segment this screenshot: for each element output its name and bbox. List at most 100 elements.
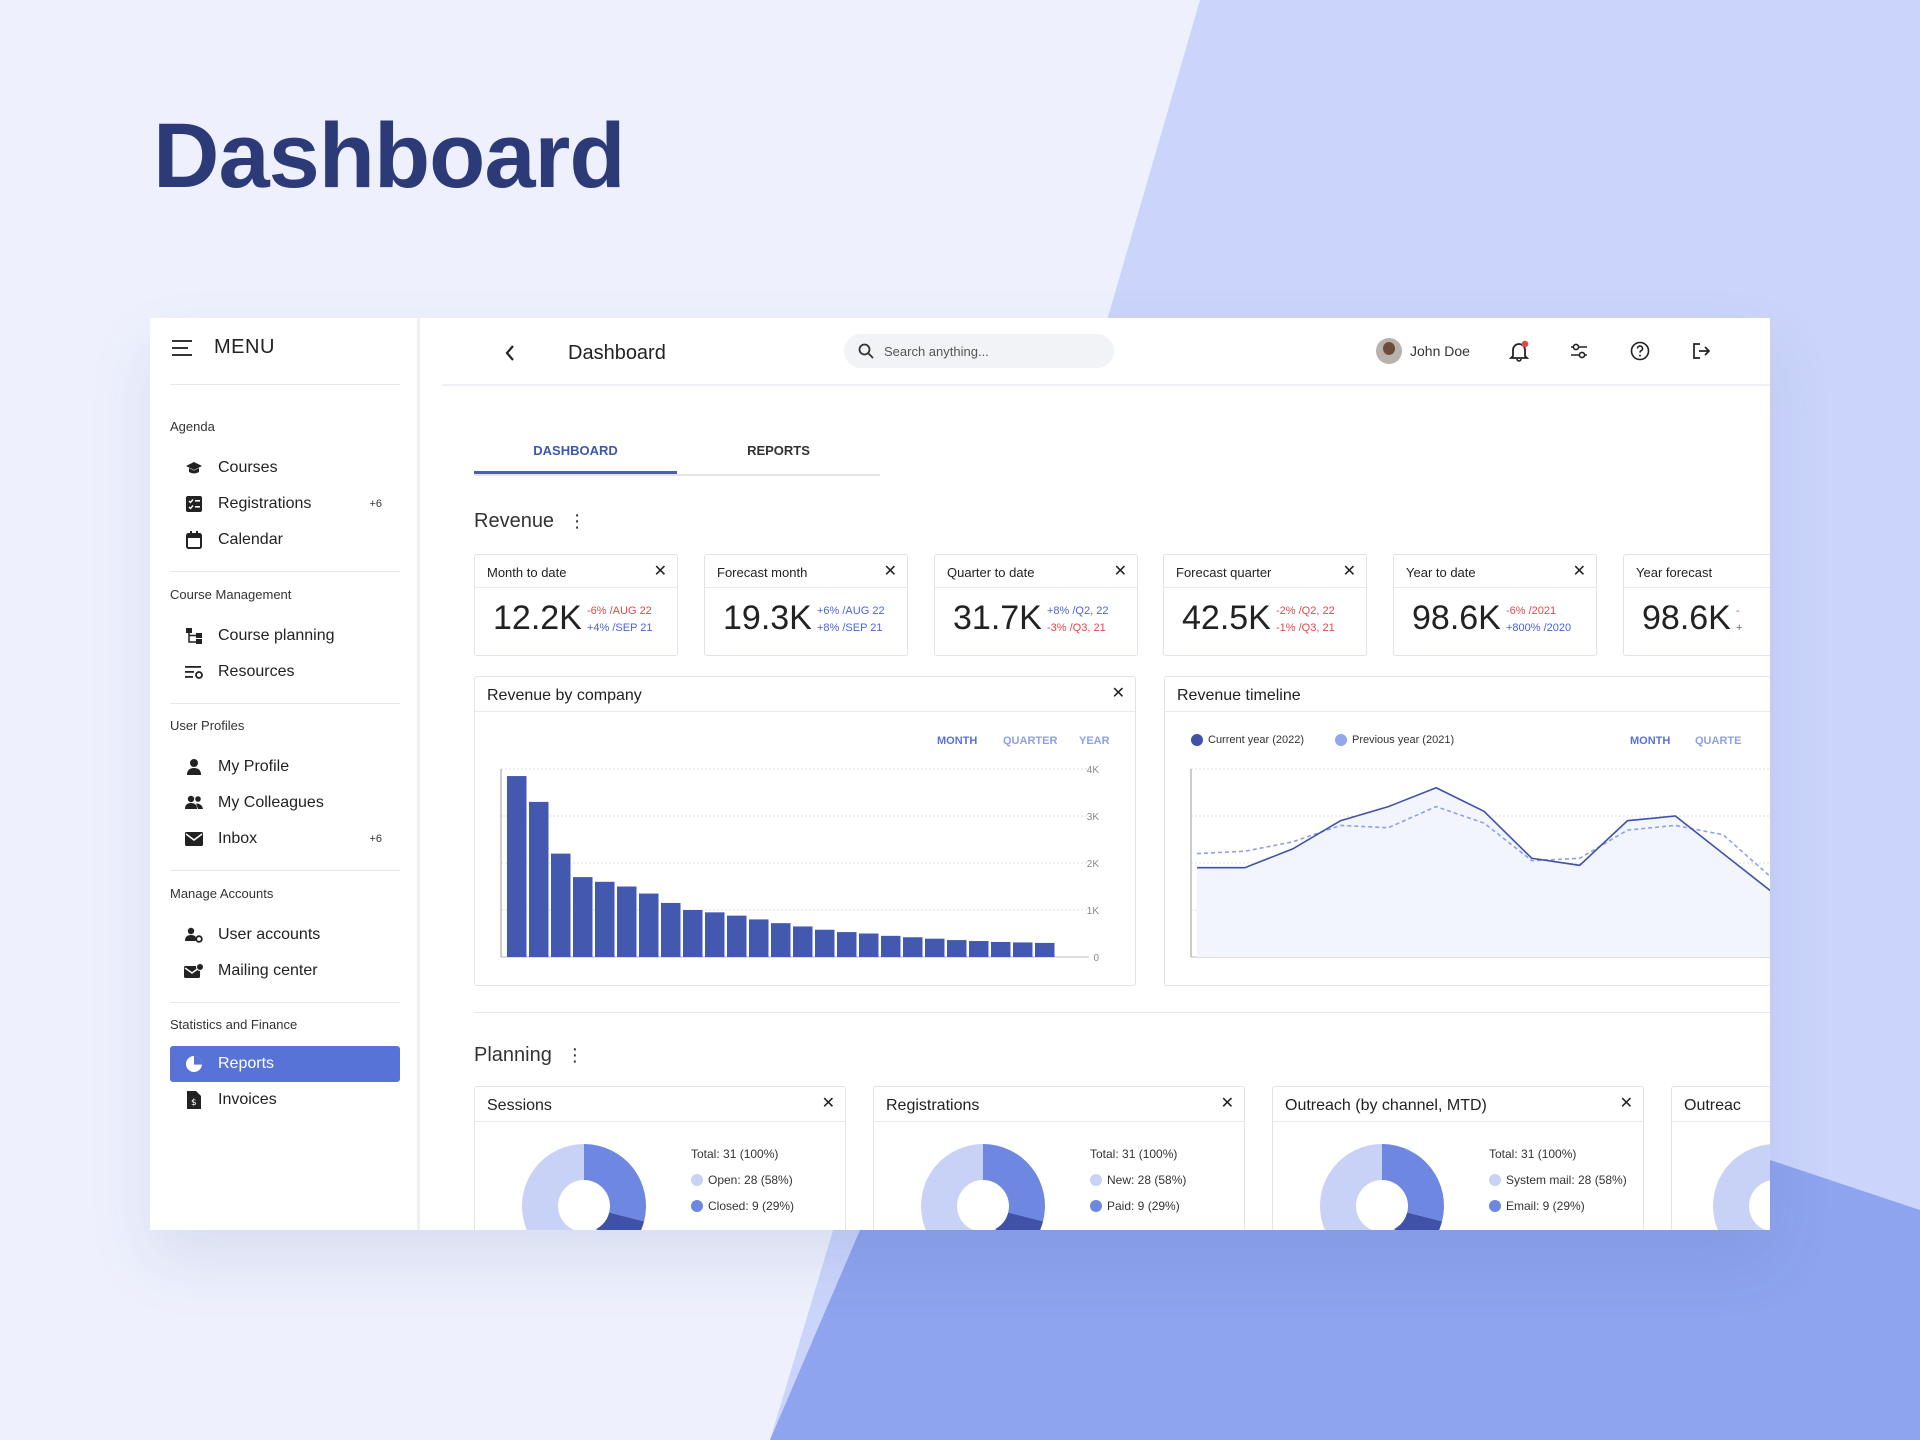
sidebar-item-user-accounts[interactable]: User accounts — [170, 917, 400, 953]
close-icon[interactable]: ✕ — [1111, 685, 1125, 702]
bar — [661, 902, 681, 957]
menu-header[interactable]: MENU — [172, 336, 275, 359]
person-icon — [184, 757, 204, 777]
sidebar-section-statistics: Statistics and Finance — [170, 1017, 298, 1032]
kpi-title: Forecast quarter — [1176, 565, 1272, 580]
bar — [1035, 942, 1055, 957]
search-icon — [858, 343, 874, 362]
series-current-year — [1197, 786, 1770, 892]
sidebar-item-calendar[interactable]: Calendar — [170, 522, 400, 558]
svg-text:$: $ — [191, 1098, 197, 1108]
main-content: Dashboard Search anything... John Doe DA… — [442, 318, 1770, 1230]
more-vertical-icon[interactable]: ⋮ — [568, 511, 587, 531]
sidebar-item-courses[interactable]: Courses — [170, 450, 400, 486]
kpi-card: Forecast month ✕ 19.3K +6% /AUG 22 +8% /SEP … — [704, 554, 908, 656]
sidebar-item-label: Courses — [218, 459, 278, 476]
bar — [727, 915, 747, 957]
kpi-value: 42.5K — [1182, 599, 1271, 637]
kpi-deltas: -6% /AUG 22 +4% /SEP 21 — [587, 603, 653, 637]
tab-bar: DASHBOARD REPORTS — [474, 438, 880, 476]
pie-slice — [1320, 1144, 1396, 1230]
period-month[interactable]: MONTH — [1630, 735, 1671, 747]
y-tick-label: 4K — [1087, 765, 1100, 776]
sidebar-item-mailing-center[interactable]: Mailing center — [170, 953, 400, 989]
kpi-card: Quarter to date ✕ 31.7K +8% /Q2, 22 -3% /Q3,… — [934, 554, 1138, 656]
legend-current-year: Current year (2022) — [1191, 734, 1304, 746]
y-tick-label: 0 — [1093, 953, 1099, 964]
kpi-card: Year to date ✕ 98.6K -6% /2021 +800% /2020 — [1393, 554, 1597, 656]
pie-slice — [522, 1144, 598, 1230]
kpi-delta: +8% /SEP 21 — [817, 622, 883, 634]
sidebar-item-my-colleagues[interactable]: My Colleagues — [170, 785, 400, 821]
sidebar-item-invoices[interactable]: $ Invoices — [170, 1082, 400, 1118]
bar — [617, 886, 637, 957]
bar — [881, 935, 901, 957]
close-icon[interactable]: ✕ — [883, 563, 897, 580]
notification-bell-icon[interactable] — [1508, 340, 1530, 362]
more-vertical-icon[interactable]: ⋮ — [565, 1045, 584, 1065]
help-icon[interactable] — [1629, 340, 1651, 362]
sidebar-item-my-profile[interactable]: My Profile — [170, 749, 400, 785]
period-quarter[interactable]: QUARTE — [1695, 735, 1742, 747]
period-month[interactable]: MONTH — [937, 735, 978, 747]
close-icon[interactable]: ✕ — [1113, 563, 1127, 580]
close-icon[interactable]: ✕ — [1342, 563, 1356, 580]
bar — [969, 941, 989, 957]
donut-chart — [921, 1144, 1045, 1230]
donut-chart — [1320, 1144, 1444, 1230]
donut-chart — [1713, 1144, 1770, 1230]
pie-legend-item: Email: 9 (29%) — [1489, 1193, 1627, 1219]
sidebar-item-resources[interactable]: Resources — [170, 654, 400, 690]
filter-sliders-icon[interactable] — [1568, 340, 1590, 362]
period-quarter[interactable]: QUARTER — [1003, 735, 1058, 747]
close-icon[interactable]: ✕ — [653, 563, 667, 580]
sidebar-item-course-planning[interactable]: Course planning — [170, 618, 400, 654]
pie-legend-item: System mail: 28 (58%) — [1489, 1167, 1627, 1193]
logout-icon[interactable] — [1690, 340, 1712, 362]
period-year[interactable]: YEAR — [1079, 735, 1110, 747]
donut-chart — [522, 1144, 646, 1230]
menu-label: MENU — [214, 336, 275, 358]
pie-slice — [995, 1212, 1044, 1230]
bar — [507, 776, 527, 957]
people-icon — [184, 793, 204, 813]
kpi-card: Forecast quarter ✕ 42.5K -2% /Q2, 22 -1% /Q3… — [1163, 554, 1367, 656]
user-name: John Doe — [1410, 343, 1470, 359]
kpi-delta: -3% /Q3, 21 — [1047, 622, 1106, 634]
pie-slice — [1713, 1144, 1770, 1230]
sidebar-item-label: Invoices — [218, 1091, 277, 1108]
sidebar: MENU Agenda Courses Registrations +6 Cal… — [150, 318, 420, 1230]
sidebar-item-label: Reports — [218, 1055, 275, 1072]
revenue-by-company-card: Revenue by company ✕ MONTH QUARTER YEAR … — [474, 676, 1136, 986]
kpi-value: 98.6K — [1412, 599, 1501, 637]
bar — [815, 929, 835, 957]
pie-total: Total: 31 (100%) — [1489, 1147, 1577, 1161]
close-icon[interactable]: ✕ — [821, 1095, 835, 1112]
y-tick-label: 3K — [1087, 812, 1100, 823]
sidebar-item-inbox[interactable]: Inbox +6 — [170, 821, 400, 857]
section-title: Revenue — [474, 510, 555, 532]
user-menu[interactable]: John Doe — [1376, 338, 1470, 364]
tab-dashboard[interactable]: DASHBOARD — [474, 438, 677, 474]
planning-card: Sessions ✕ Total: 31 (100%) Open: 28 (58%) C… — [474, 1086, 846, 1230]
bar-chart: 4K 3K 2K 1K 0 — [500, 765, 1100, 964]
bar — [859, 933, 879, 957]
card-title: Sessions — [487, 1097, 552, 1114]
pie-legend-item: Open: 28 (58%) — [691, 1167, 794, 1193]
sidebar-item-registrations[interactable]: Registrations +6 — [170, 486, 400, 522]
search-input[interactable]: Search anything... — [844, 334, 1114, 368]
app-window: MENU Agenda Courses Registrations +6 Cal… — [150, 318, 1770, 1230]
bar — [595, 881, 615, 957]
sidebar-section-agenda: Agenda — [170, 419, 215, 434]
sidebar-item-label: Mailing center — [218, 962, 318, 979]
close-icon[interactable]: ✕ — [1220, 1095, 1234, 1112]
sidebar-item-reports[interactable]: Reports — [170, 1046, 400, 1082]
back-chevron-icon[interactable] — [504, 344, 516, 368]
tab-reports[interactable]: REPORTS — [747, 443, 810, 458]
kpi-delta: +800% /2020 — [1506, 622, 1572, 634]
close-icon[interactable]: ✕ — [1572, 563, 1586, 580]
kpi-delta: +8% /Q2, 22 — [1047, 605, 1109, 617]
hamburger-icon[interactable] — [172, 339, 194, 356]
close-icon[interactable]: ✕ — [1619, 1095, 1633, 1112]
kpi-value: 98.6K — [1642, 599, 1731, 637]
